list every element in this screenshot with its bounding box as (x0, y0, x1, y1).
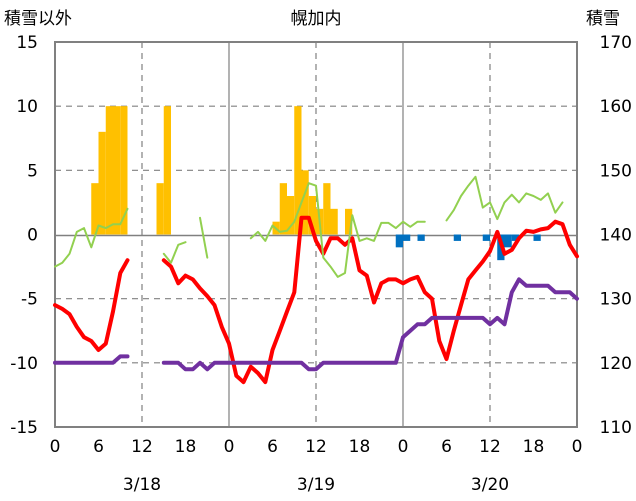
x-tick-label: 12 (305, 437, 327, 457)
left-axis-ticks: 15 10 5 0 -5 -10 -15 (10, 33, 38, 438)
x-tick-label: 18 (175, 437, 197, 457)
x-tick-label: 12 (131, 437, 153, 457)
series-line-temperature (53, 215, 579, 385)
precipitation-bar (345, 208, 353, 235)
plot-area (53, 41, 579, 428)
precipitation-bar (330, 208, 338, 235)
x-tick-label: 0 (50, 437, 61, 457)
right-tick-label: 120 (600, 354, 632, 374)
right-tick-label: 170 (600, 33, 632, 53)
snow-change-bar (482, 234, 490, 241)
left-tick-label: 0 (27, 226, 38, 246)
snow-change-bar (453, 234, 461, 241)
precipitation-bar (156, 183, 164, 235)
right-tick-label: 160 (600, 97, 632, 117)
x-axis-ticks: 0 6 12 18 0 6 12 18 0 6 12 18 0 (50, 437, 583, 457)
precipitation-bar (105, 106, 113, 235)
x-tick-label: 6 (93, 437, 104, 457)
series-line-wind (54, 175, 564, 278)
snow-change-bar (395, 234, 403, 248)
snow-change-bar (511, 234, 519, 241)
snow-change-bar (533, 234, 541, 241)
date-labels: 3/18 3/19 3/20 (123, 475, 509, 495)
precipitation-bar (120, 106, 128, 235)
snow-change-bar (504, 234, 512, 248)
snow-change-bar (417, 234, 425, 241)
precipitation-bar (113, 106, 121, 235)
date-label: 3/19 (297, 475, 335, 495)
right-axis-label: 積雪 (586, 9, 620, 29)
right-tick-label: 110 (600, 418, 632, 438)
x-tick-label: 0 (224, 437, 235, 457)
series-line-snow-depth (53, 277, 579, 372)
x-tick-label: 12 (479, 437, 501, 457)
right-tick-label: 140 (600, 226, 632, 246)
precipitation-bars (91, 106, 353, 235)
right-axis-ticks: 170 160 150 140 130 120 110 (600, 33, 632, 438)
precipitation-bar (98, 131, 106, 235)
left-tick-label: 10 (16, 97, 38, 117)
precipitation-bar (308, 196, 316, 235)
precipitation-bar (279, 183, 287, 235)
x-tick-label: 18 (523, 437, 545, 457)
series-lines (53, 175, 579, 385)
left-tick-label: -15 (10, 418, 38, 438)
x-tick-label: 0 (572, 437, 583, 457)
precipitation-bar (91, 183, 99, 235)
date-label: 3/18 (123, 475, 161, 495)
precipitation-bar (287, 196, 295, 235)
snow-change-bar (403, 234, 411, 241)
precipitation-bar (301, 170, 309, 235)
chart-title: 幌加内 (291, 9, 342, 29)
left-tick-label: -10 (10, 354, 38, 374)
x-tick-label: 6 (267, 437, 278, 457)
left-tick-label: 15 (16, 33, 38, 53)
precipitation-bar (294, 106, 302, 235)
precipitation-bar (163, 106, 171, 235)
x-tick-label: 6 (441, 437, 452, 457)
left-tick-label: 5 (27, 161, 38, 181)
x-tick-label: 0 (398, 437, 409, 457)
right-tick-label: 130 (600, 290, 632, 310)
right-tick-label: 150 (600, 161, 632, 181)
x-tick-label: 18 (349, 437, 371, 457)
left-axis-label: 積雪以外 (4, 9, 72, 29)
left-tick-label: -5 (21, 290, 38, 310)
date-label: 3/20 (471, 475, 509, 495)
precipitation-bar (323, 183, 331, 235)
